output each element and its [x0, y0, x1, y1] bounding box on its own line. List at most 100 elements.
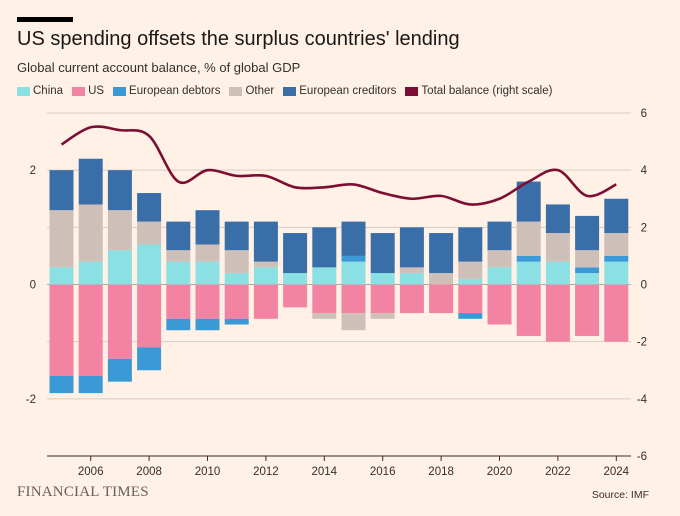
bar-other: [487, 250, 512, 268]
bar-other: [253, 261, 278, 268]
bar-china: [604, 261, 629, 285]
x-tick-label: 2008: [136, 466, 162, 478]
bar-european-creditors: [341, 221, 366, 256]
bar-european-debtors: [575, 267, 600, 274]
bar-us: [224, 284, 249, 319]
bar-us: [370, 284, 395, 314]
bar-us: [166, 284, 191, 319]
bar-other: [166, 250, 191, 262]
bar-european-creditors: [195, 210, 220, 245]
bar-european-debtors: [137, 347, 162, 371]
bar-us: [49, 284, 74, 376]
ft-top-bar: [17, 17, 73, 22]
source-note: Source: IMF: [591, 489, 649, 501]
bar-european-debtors: [516, 255, 541, 262]
bar-european-creditors: [545, 204, 570, 234]
bar-european-creditors: [487, 221, 512, 251]
legend-swatch-us: [72, 86, 86, 96]
total-balance-line: [60, 125, 617, 206]
x-tick-label: 2024: [604, 466, 630, 478]
bar-other: [137, 221, 162, 245]
x-tick-label: 2014: [312, 466, 338, 478]
bar-other: [312, 313, 337, 319]
bar-other: [107, 210, 132, 251]
bar-us: [107, 284, 132, 359]
bar-european-creditors: [458, 227, 483, 262]
bar-european-creditors: [575, 215, 600, 251]
bar-us: [283, 284, 308, 308]
y-left-tick-label: -2: [26, 394, 36, 406]
bar-us: [341, 284, 366, 314]
legend-label-total-balance: Total balance (right scale): [421, 85, 553, 97]
bar-european-debtors: [78, 375, 103, 394]
bar-european-creditors: [516, 181, 541, 222]
bar-china: [399, 273, 424, 285]
bar-us: [487, 284, 512, 325]
bar-us: [429, 284, 454, 314]
bar-other: [604, 233, 629, 256]
bar-china: [312, 267, 337, 285]
bar-european-debtors: [166, 318, 191, 331]
bar-china: [516, 261, 541, 285]
bar-us: [575, 284, 600, 336]
legend-swatch-european-creditors: [283, 86, 297, 96]
bar-china: [458, 278, 483, 285]
bar-other: [458, 261, 483, 279]
bar-european-debtors: [49, 375, 74, 394]
ft-brand: FINANCIAL TIMES: [17, 484, 149, 500]
bar-other: [49, 210, 74, 268]
y-right-tick-label: 2: [641, 222, 647, 234]
legend-item-european-debtors: European debtors: [113, 85, 220, 97]
chart-subtitle: Global current account balance, % of glo…: [17, 60, 301, 75]
bar-european-creditors: [253, 221, 278, 262]
legend-label-european-creditors: European creditors: [299, 85, 397, 97]
bar-china: [341, 261, 366, 285]
x-tick-label: 2010: [195, 466, 221, 478]
y-left-tick-label: 2: [30, 165, 36, 177]
legend-swatch-other: [229, 86, 243, 96]
bar-china: [253, 267, 278, 285]
y-right-tick-label: -4: [637, 394, 648, 406]
bar-china: [545, 261, 570, 285]
bar-china: [575, 273, 600, 285]
bar-us: [312, 284, 337, 314]
bar-us: [137, 284, 162, 348]
bar-european-debtors: [341, 255, 366, 262]
bar-other: [195, 244, 220, 262]
bar-european-debtors: [224, 318, 249, 325]
chart-title: US spending offsets the surplus countrie…: [17, 28, 460, 50]
bar-china: [107, 250, 132, 285]
legend-item-other: Other: [229, 85, 274, 97]
bar-other: [575, 250, 600, 268]
legend-item-china: China: [17, 85, 63, 97]
y-right-tick-label: 6: [641, 108, 647, 120]
bar-us: [516, 284, 541, 336]
y-right-tick-label: 4: [641, 165, 648, 177]
bar-china: [166, 261, 191, 285]
x-tick-label: 2012: [253, 466, 279, 478]
y-left-tick-label: 0: [30, 280, 36, 292]
bar-european-creditors: [370, 233, 395, 274]
bar-other: [545, 233, 570, 262]
bar-china: [78, 261, 103, 285]
bar-european-creditors: [399, 227, 424, 268]
bar-european-debtors: [604, 255, 629, 262]
bar-china: [224, 273, 249, 285]
bar-other: [429, 273, 454, 285]
bar-us: [545, 284, 570, 342]
bar-european-creditors: [224, 221, 249, 251]
bar-us: [78, 284, 103, 376]
x-tick-label: 2006: [78, 466, 104, 478]
bar-us: [195, 284, 220, 319]
legend-swatch-european-debtors: [113, 86, 127, 96]
legend-item-us: US: [72, 85, 104, 97]
x-tick-label: 2016: [370, 466, 396, 478]
x-tick-label: 2020: [487, 466, 513, 478]
chart-legend: China US European debtors Other European…: [17, 85, 561, 97]
legend-item-total-balance: Total balance (right scale): [405, 85, 552, 97]
legend-label-china: China: [33, 85, 64, 97]
bar-us: [604, 284, 629, 342]
bar-other: [224, 250, 249, 274]
bar-us: [399, 284, 424, 314]
